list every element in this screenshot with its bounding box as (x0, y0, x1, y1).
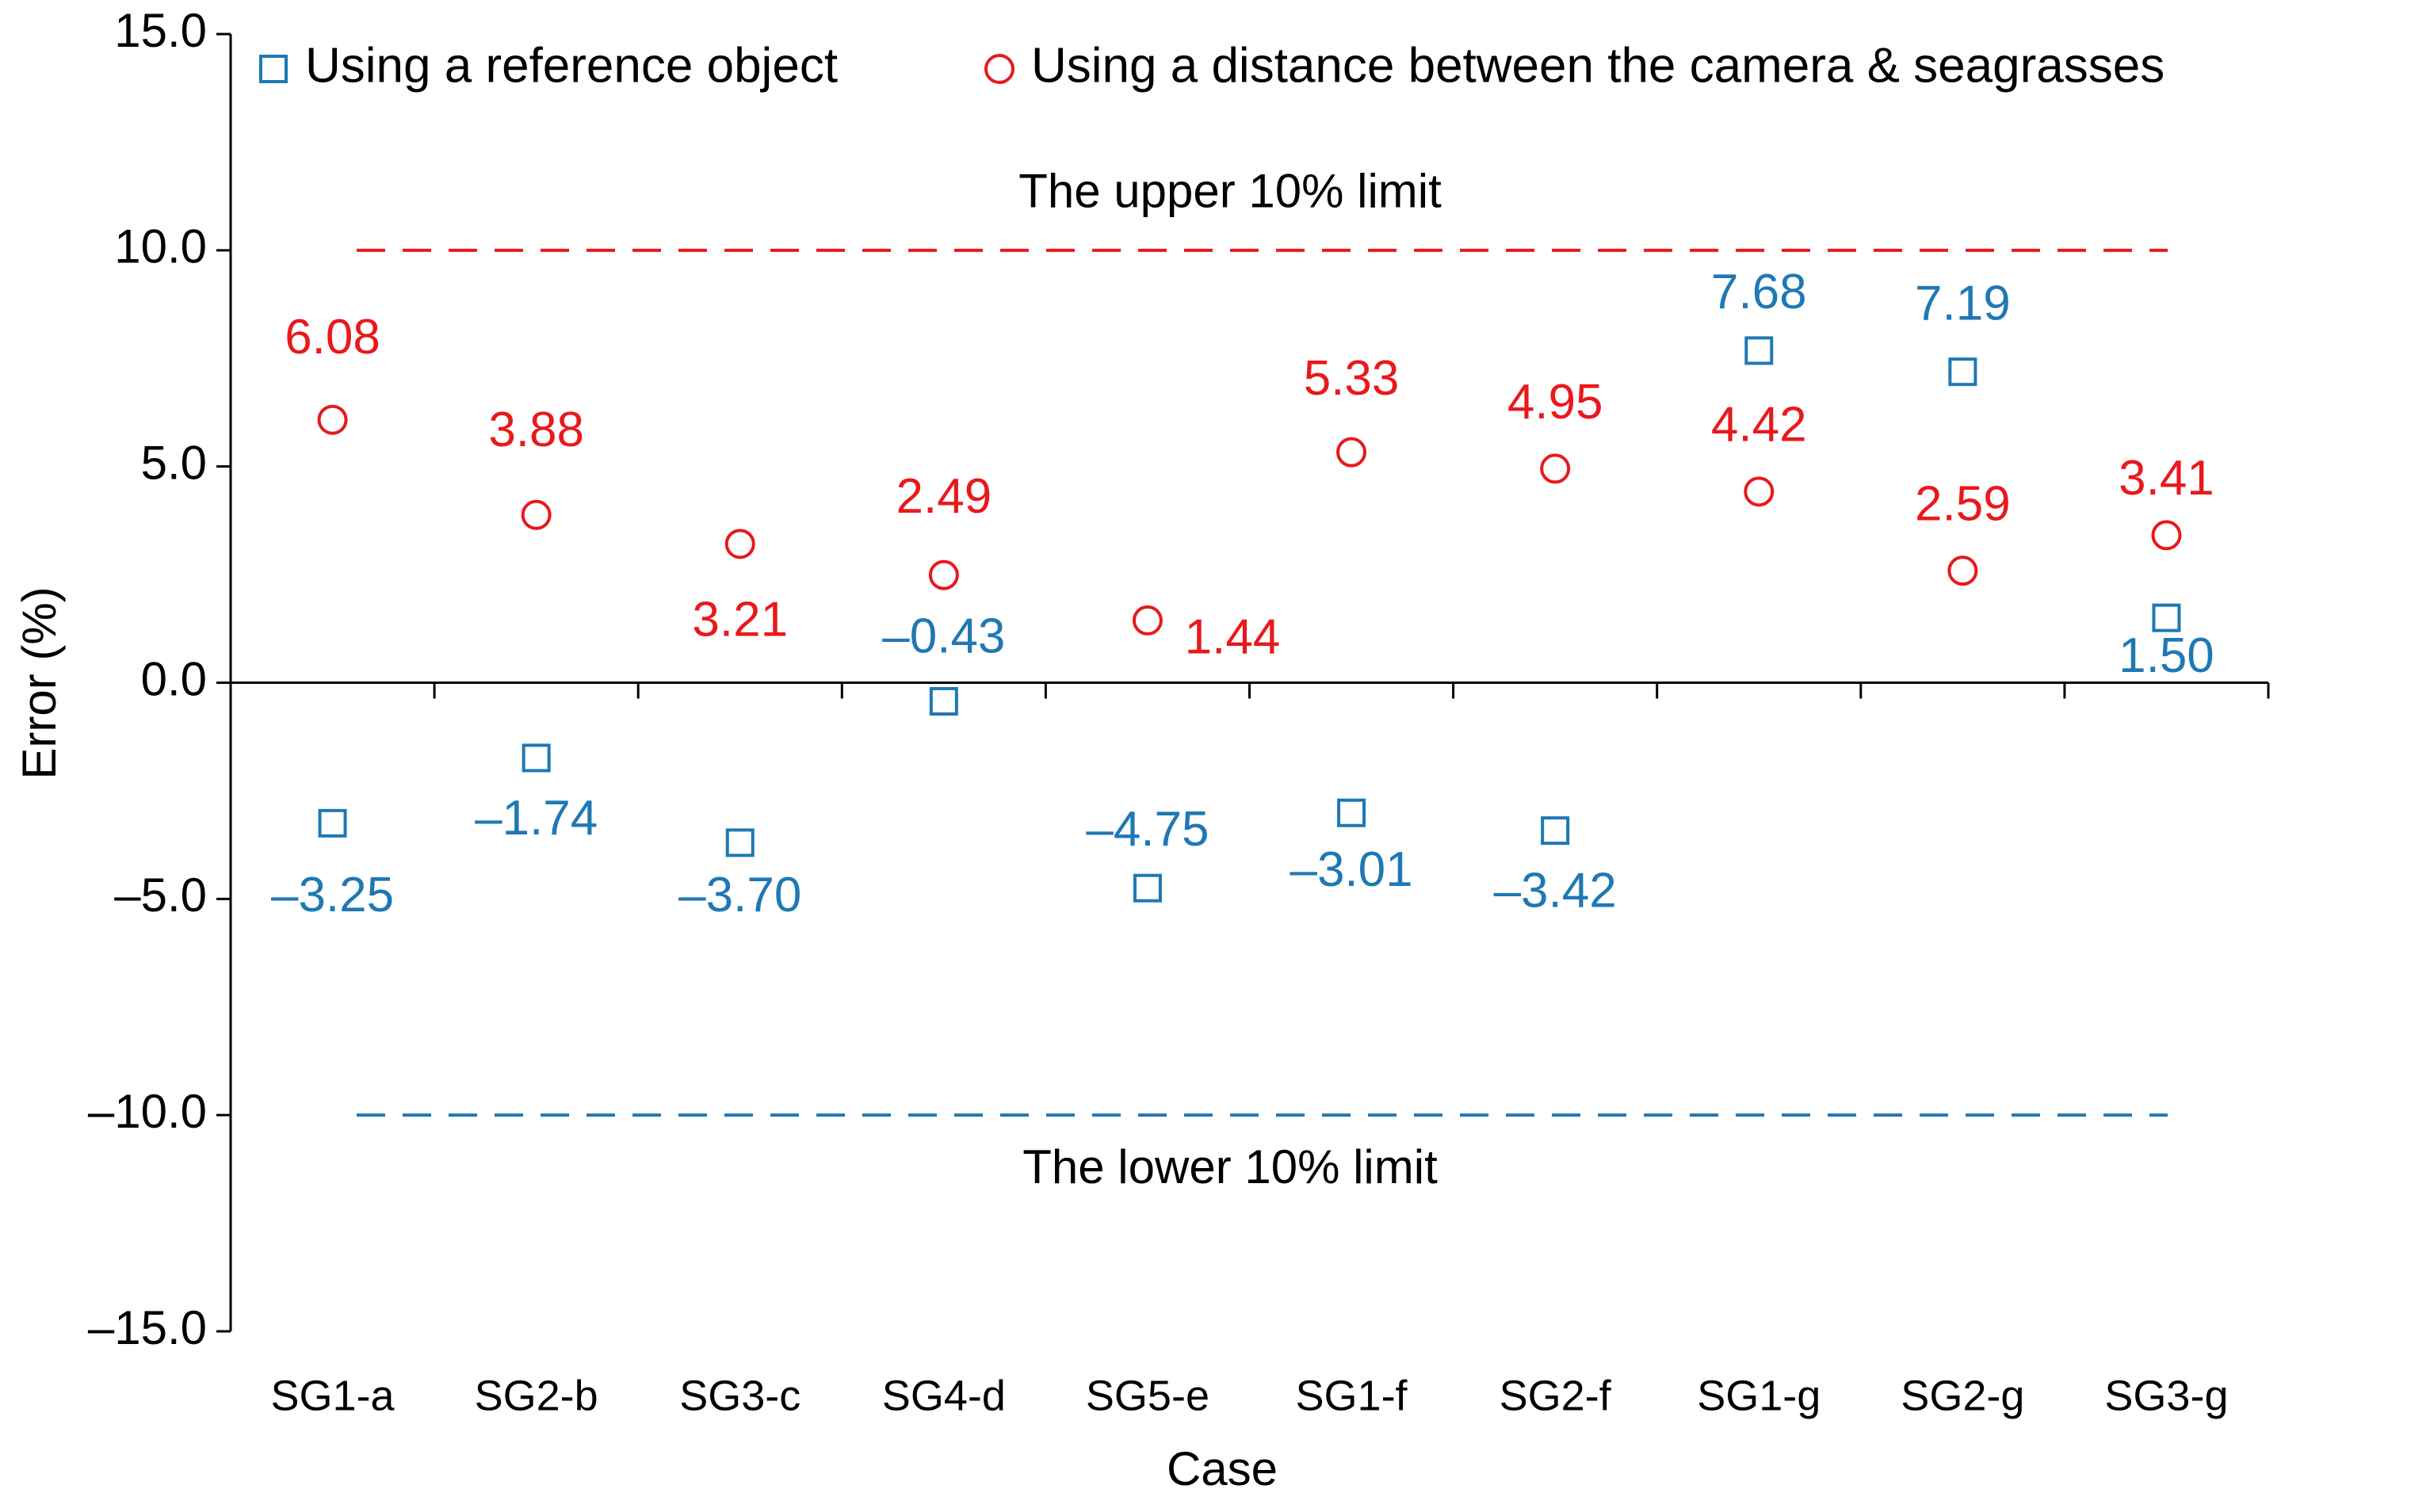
x-tick-label: SG4-d (882, 1372, 1006, 1419)
marker-square (1541, 816, 1570, 846)
x-tick-label: SG5-e (1086, 1372, 1209, 1419)
legend-label: Using a reference object (305, 38, 838, 93)
marker-square (929, 686, 958, 716)
data-label: –3.70 (678, 868, 801, 922)
marker-circle (1947, 556, 1978, 586)
y-tick-label: 0.0 (141, 652, 207, 705)
legend-marker (984, 54, 1014, 84)
data-label: 7.68 (1711, 265, 1807, 319)
data-label: 2.49 (896, 469, 992, 524)
data-label: –0.43 (882, 609, 1005, 663)
marker-square (2152, 603, 2181, 632)
x-tick-label: SG3-c (679, 1372, 800, 1419)
marker-square (318, 808, 347, 838)
x-tick-label: SG2-f (1500, 1372, 1612, 1419)
marker-circle (317, 404, 348, 435)
legend-label: Using a distance between the camera & se… (1031, 38, 2165, 93)
marker-square (1337, 798, 1366, 827)
data-label: –4.75 (1086, 802, 1209, 857)
marker-square (522, 743, 551, 773)
data-label: 2.59 (1915, 477, 2011, 532)
marker-circle (928, 559, 959, 590)
marker-square (1133, 873, 1162, 903)
data-label: 3.21 (692, 593, 788, 647)
marker-circle (1132, 605, 1163, 636)
data-label: 1.44 (1185, 609, 1281, 664)
x-tick-label: SG1-a (271, 1372, 395, 1419)
y-tick-label: 5.0 (141, 437, 207, 490)
marker-square (1744, 336, 1774, 365)
reference-label: The upper 10% limit (1018, 165, 1442, 218)
data-label: 3.41 (2119, 451, 2214, 506)
data-label: 7.19 (1915, 277, 2011, 331)
data-label: –3.25 (271, 868, 394, 922)
marker-circle (1336, 437, 1367, 468)
data-label: 4.42 (1711, 398, 1807, 452)
reference-label: The lower 10% limit (1022, 1140, 1438, 1193)
marker-circle (521, 499, 552, 530)
legend-marker (259, 55, 288, 83)
y-tick-label: –15.0 (88, 1301, 207, 1354)
marker-square (1948, 357, 1977, 387)
x-tick-label: SG2-b (475, 1372, 598, 1419)
data-label: 4.95 (1507, 375, 1603, 430)
marker-square (725, 828, 755, 857)
data-label: –3.01 (1290, 842, 1412, 897)
x-tick-label: SG1-g (1697, 1372, 1821, 1419)
marker-circle (1540, 453, 1571, 484)
y-tick-label: 10.0 (114, 220, 207, 273)
x-tick-label: SG2-g (1901, 1372, 2024, 1419)
x-tick-label: SG1-f (1296, 1372, 1408, 1419)
data-label: –1.74 (475, 791, 598, 846)
marker-circle (1744, 476, 1775, 507)
data-label: 3.88 (488, 403, 584, 457)
y-axis-title: Error (%) (13, 586, 66, 779)
marker-circle (2151, 520, 2182, 551)
data-label: 5.33 (1304, 351, 1400, 406)
x-axis-title: Case (1167, 1442, 1278, 1495)
data-label: –3.42 (1494, 863, 1617, 918)
marker-circle (724, 529, 755, 559)
data-label: 1.50 (2119, 628, 2214, 683)
y-tick-label: –10.0 (88, 1085, 207, 1138)
x-tick-label: SG3-g (2104, 1372, 2228, 1419)
y-tick-label: –5.0 (114, 869, 207, 922)
y-tick-label: 15.0 (114, 4, 207, 57)
data-label: 6.08 (285, 310, 380, 365)
